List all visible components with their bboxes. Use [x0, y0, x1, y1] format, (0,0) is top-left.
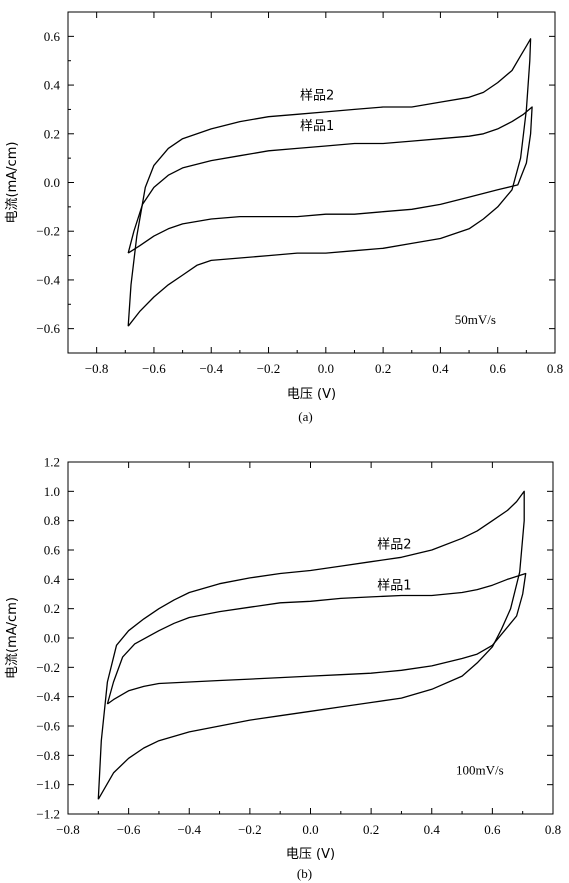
series-line-sample-1	[127, 106, 533, 254]
panel-b: −0.8 −0.6 −0.4 −0.2 0.0 0.2 0.4 0.6 0.8 −1.2 −1.0 −…	[5, 455, 561, 882]
y-tick-label: −0.2	[36, 660, 60, 675]
y-tick-label: −0.8	[36, 748, 60, 763]
x-tick-label: 0.8	[547, 361, 563, 376]
x-tick-label: 0.4	[432, 361, 449, 376]
y-tick-label: 0.0	[44, 175, 60, 190]
y-axis-title: 电流(mA/cm)	[5, 142, 20, 224]
y-axis-title: 电流(mA/cm)	[5, 597, 20, 679]
series-line-sample-2	[97, 490, 525, 800]
x-tick-label: −0.6	[117, 822, 141, 837]
series-annotation: 样品2	[300, 89, 334, 104]
panel-a: −0.8 −0.6 −0.4 −0.2 0.0 0.2 0.4 0.6 0.8 −0.6 −0.4 −…	[5, 11, 563, 424]
y-tick-label: −0.2	[36, 224, 60, 239]
series-annotation: 样品1	[300, 119, 334, 134]
y-tick-label: 0.2	[44, 126, 60, 141]
y-tick-label: 0.6	[44, 29, 61, 44]
y-tick-label: 0.6	[44, 543, 61, 558]
series-line-sample-2	[127, 38, 532, 327]
y-tick-label: 0.8	[44, 513, 60, 528]
y-tick-label: 0.2	[44, 601, 60, 616]
x-tick-label: 0.2	[363, 822, 379, 837]
x-axis-title: 电压 (V)	[287, 387, 336, 402]
x-tick-label: 0.2	[375, 361, 391, 376]
y-tick-label: 0.4	[44, 572, 61, 587]
scan-rate-annotation: 100mV/s	[456, 762, 504, 777]
x-tick-label: 0.0	[302, 822, 318, 837]
x-tick-label: 0.4	[424, 822, 441, 837]
x-tick-label: −0.2	[238, 822, 262, 837]
panel-caption: (b)	[297, 866, 312, 881]
x-tick-label: 0.6	[484, 822, 501, 837]
x-tick-label: −0.2	[257, 361, 281, 376]
series-line-sample-1	[106, 572, 527, 705]
series-annotation: 样品1	[377, 579, 411, 594]
y-tick-label: −0.4	[36, 272, 60, 287]
y-tick-label: −0.4	[36, 689, 60, 704]
scan-rate-annotation: 50mV/s	[455, 312, 496, 327]
x-tick-label: −0.8	[56, 822, 80, 837]
y-tick-label: −0.6	[36, 321, 60, 336]
y-tick-label: −1.0	[36, 777, 60, 792]
series-annotation: 样品2	[377, 538, 411, 553]
x-tick-label: −0.8	[85, 361, 109, 376]
panel-caption: (a)	[298, 409, 312, 424]
x-tick-label: −0.4	[177, 822, 201, 837]
y-tick-label: 0.4	[44, 78, 61, 93]
x-tick-label: −0.4	[199, 361, 223, 376]
x-tick-label: 0.0	[318, 361, 334, 376]
y-tick-label: 0.0	[44, 631, 60, 646]
y-tick-label: −0.6	[36, 719, 60, 734]
x-tick-label: 0.6	[490, 361, 507, 376]
x-axis-title: 电压 (V)	[286, 847, 335, 862]
y-tick-label: 1.2	[44, 455, 60, 470]
y-tick-label: 1.0	[44, 484, 60, 499]
x-tick-label: −0.6	[142, 361, 166, 376]
y-tick-label: −1.2	[36, 807, 60, 822]
x-tick-label: 0.8	[545, 822, 561, 837]
